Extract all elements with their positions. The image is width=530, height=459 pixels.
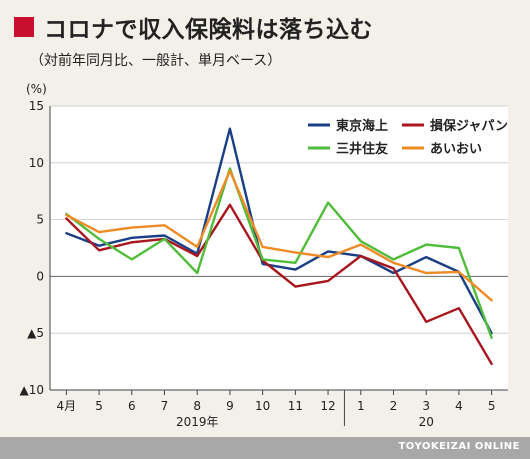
title-marker — [14, 17, 34, 37]
x-tick-label: 5 — [488, 399, 496, 413]
y-tick-label: ▲5 — [27, 326, 44, 340]
y-tick-label: 15 — [29, 99, 44, 113]
plot-area — [50, 106, 508, 390]
x-tick-label: 1 — [357, 399, 365, 413]
year-label: 2019年 — [176, 415, 219, 429]
footer-credit: TOYOKEIZAI ONLINE — [398, 441, 520, 452]
x-tick-label: 4月 — [57, 399, 77, 413]
series-line — [65, 203, 493, 366]
y-tick-label: 10 — [29, 156, 44, 170]
y-tick-label: 5 — [36, 213, 44, 227]
x-tick-label: 9 — [226, 399, 234, 413]
year-label: 20 — [419, 415, 434, 429]
x-tick-label: 7 — [161, 399, 169, 413]
legend-label: 東京海上 — [336, 118, 388, 134]
chart-title: コロナで収入保険料は落ち込む — [44, 17, 373, 43]
x-tick-label: 2 — [390, 399, 398, 413]
legend-label: あいおい — [430, 142, 482, 157]
y-tick-label: ▲10 — [20, 383, 45, 397]
x-tick-label: 5 — [95, 399, 103, 413]
y-tick-label: 0 — [36, 269, 44, 283]
x-tick-label: 8 — [193, 399, 201, 413]
x-tick-label: 12 — [320, 399, 335, 413]
x-tick-label: 10 — [255, 399, 270, 413]
series-line — [65, 167, 493, 339]
x-tick-label: 6 — [128, 399, 136, 413]
footer-bar: TOYOKEIZAI ONLINE — [0, 437, 530, 459]
legend-label: 三井住友 — [336, 141, 388, 157]
series-line — [65, 127, 493, 335]
title-block: コロナで収入保険料は落ち込む — [14, 10, 373, 44]
legend-label: 損保ジャパン — [430, 118, 508, 134]
x-tick-label: 11 — [288, 399, 303, 413]
y-unit-label: (%) — [26, 82, 47, 96]
chart-subtitle: （対前年同月比、一般計、単月ベース） — [30, 53, 282, 69]
x-tick-label: 4 — [455, 399, 463, 413]
series-line — [65, 169, 493, 302]
x-tick-label: 3 — [422, 399, 430, 413]
